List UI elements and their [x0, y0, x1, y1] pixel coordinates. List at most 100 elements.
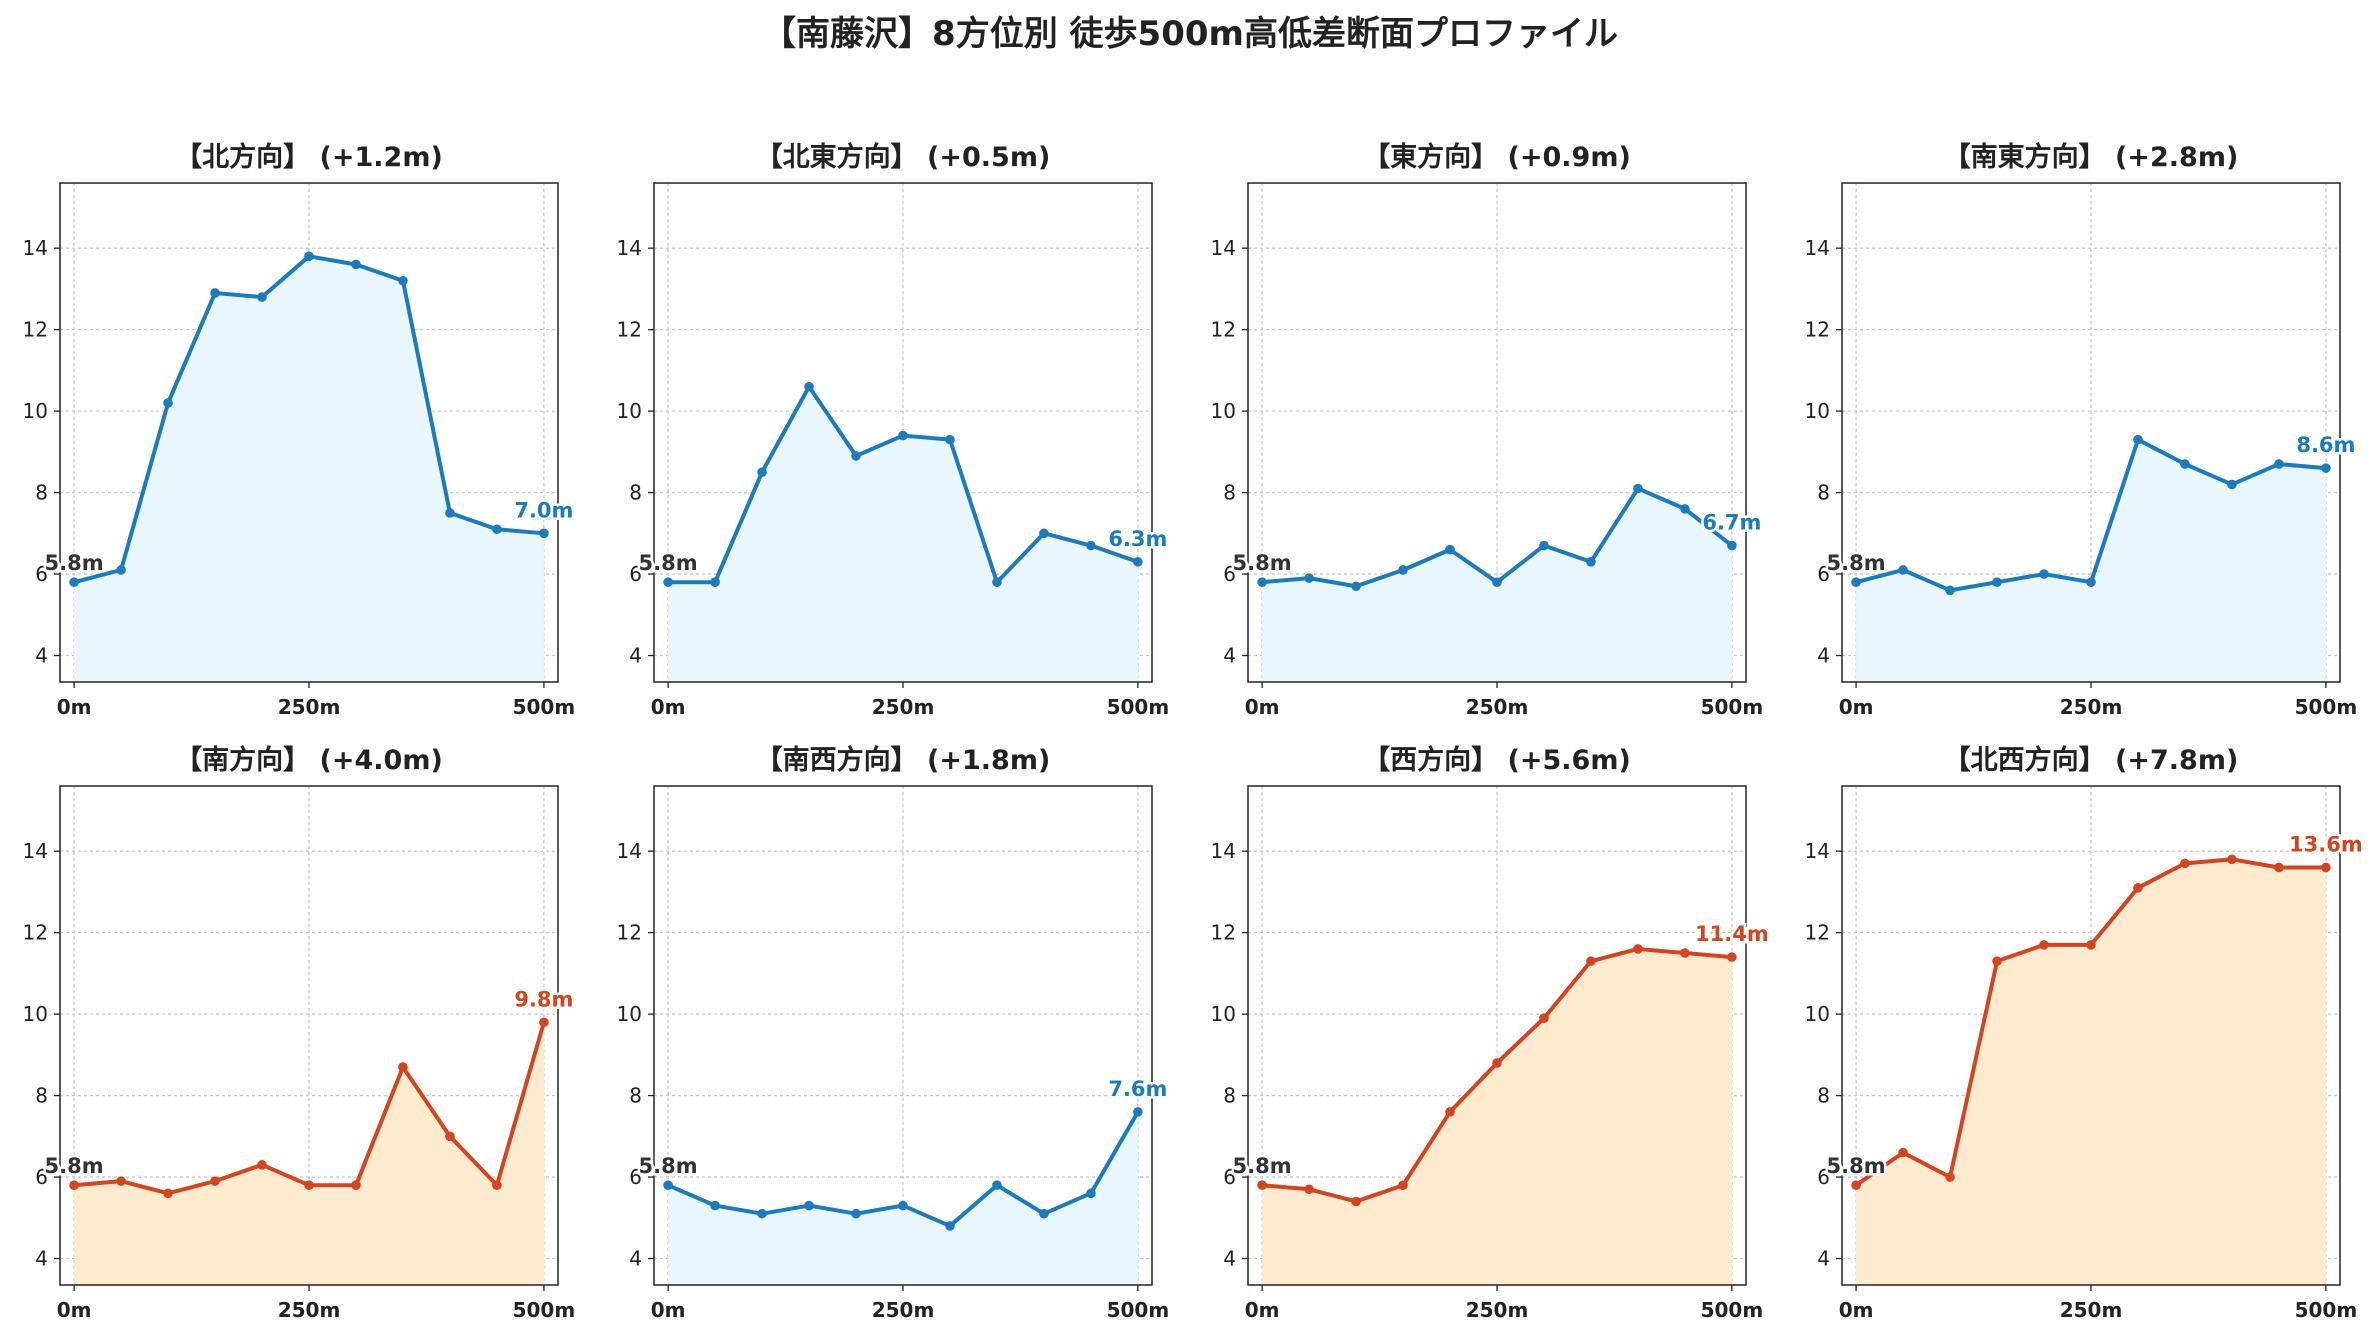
data-point — [539, 528, 549, 539]
area-fill — [1262, 948, 1732, 1285]
data-point — [1445, 1107, 1455, 1117]
x-tick-label: 250m — [872, 1298, 935, 1322]
data-point — [1257, 1180, 1267, 1190]
area-fill — [74, 1022, 544, 1285]
y-tick-label: 4 — [1223, 644, 1236, 668]
data-point — [992, 577, 1002, 587]
data-point — [1492, 577, 1502, 587]
y-tick-label: 8 — [629, 481, 642, 505]
x-tick-label: 0m — [57, 695, 92, 719]
panel-title: 【西方向】 (+5.6m) — [1363, 744, 1631, 776]
data-point — [2227, 479, 2237, 490]
area-fill — [668, 386, 1138, 682]
x-tick-label: 250m — [872, 695, 935, 719]
data-point — [210, 1176, 220, 1186]
data-point — [2039, 940, 2049, 950]
y-tick-label: 8 — [1223, 1084, 1236, 1108]
data-point — [398, 275, 408, 286]
panel-6: 【西方向】 (+5.6m) 4 6 8 10 12 14 0m 250m 500m 5.8m 11.4… — [1211, 744, 1772, 1322]
y-tick-label: 12 — [617, 318, 642, 342]
y-tick-label: 4 — [35, 1247, 48, 1271]
data-point — [757, 1208, 767, 1219]
panel-title: 【東方向】 (+0.9m) — [1363, 141, 1631, 173]
y-tick-label: 14 — [617, 236, 642, 260]
data-point — [663, 1180, 673, 1190]
area-fill — [74, 256, 544, 682]
data-point — [1992, 956, 2002, 966]
x-tick-label: 500m — [1107, 695, 1170, 719]
data-point — [1257, 577, 1267, 587]
y-tick-label: 4 — [35, 644, 48, 668]
data-point — [1727, 952, 1737, 962]
x-tick-label: 250m — [278, 1298, 341, 1322]
y-tick-label: 10 — [617, 399, 642, 423]
data-point — [116, 565, 126, 575]
data-point — [2180, 858, 2190, 869]
data-point — [804, 1200, 814, 1211]
x-tick-label: 0m — [1245, 695, 1280, 719]
y-tick-label: 8 — [1817, 481, 1830, 505]
x-tick-label: 0m — [1839, 695, 1874, 719]
data-point — [1945, 1172, 1955, 1182]
y-tick-label: 12 — [1211, 318, 1236, 342]
data-point — [304, 1180, 314, 1190]
panel-0: 【北方向】 (+1.2m) 4 6 8 10 12 14 0m 250m 500m 5.8m 7.0m — [23, 141, 576, 719]
x-tick-label: 250m — [1466, 695, 1529, 719]
x-tick-label: 250m — [2060, 1298, 2123, 1322]
x-tick-label: 0m — [57, 1298, 92, 1322]
y-tick-label: 12 — [23, 921, 48, 945]
x-tick-label: 0m — [1245, 1298, 1280, 1322]
data-point — [2321, 862, 2331, 873]
y-tick-label: 12 — [1211, 921, 1236, 945]
end-value-label: 7.0m — [514, 498, 573, 522]
data-point — [757, 467, 767, 478]
data-point — [945, 1221, 955, 1231]
data-point — [898, 1200, 908, 1211]
y-tick-label: 4 — [1817, 644, 1830, 668]
x-tick-label: 500m — [1107, 1298, 1170, 1322]
end-value-label: 13.6m — [2289, 832, 2363, 856]
data-point — [304, 251, 314, 262]
data-point — [1398, 565, 1408, 575]
data-point — [1727, 540, 1737, 551]
y-tick-label: 14 — [23, 236, 48, 260]
y-tick-label: 8 — [1817, 1084, 1830, 1108]
data-point — [2180, 459, 2190, 469]
data-point — [1633, 483, 1643, 494]
data-point — [1133, 1107, 1143, 1117]
x-tick-label: 0m — [651, 1298, 686, 1322]
data-point — [992, 1180, 1002, 1190]
data-point — [1351, 1196, 1361, 1207]
data-point — [2039, 569, 2049, 579]
start-value-label: 5.8m — [1827, 1154, 1886, 1178]
data-point — [351, 1180, 361, 1190]
data-point — [1539, 1013, 1549, 1023]
data-point — [663, 577, 673, 587]
data-point — [1680, 504, 1690, 514]
data-point — [2086, 940, 2096, 950]
x-tick-label: 500m — [2295, 1298, 2358, 1322]
y-tick-label: 8 — [1223, 481, 1236, 505]
y-tick-label: 10 — [23, 399, 48, 423]
data-point — [851, 451, 861, 461]
area-fill — [668, 1111, 1138, 1285]
panel-title: 【北西方向】 (+7.8m) — [1944, 744, 2239, 776]
panel-1: 【北東方向】 (+0.5m) 4 6 8 10 12 14 0m 250m 500m 5.8m 6.3… — [617, 141, 1170, 719]
data-point — [69, 577, 79, 587]
panel-title: 【北方向】 (+1.2m) — [175, 141, 443, 173]
area-fill — [1856, 439, 2326, 682]
panel-title: 【南西方向】 (+1.8m) — [756, 744, 1051, 776]
data-point — [1133, 557, 1143, 567]
start-value-label: 5.8m — [639, 551, 698, 575]
panel-title: 【北東方向】 (+0.5m) — [756, 141, 1051, 173]
data-point — [710, 1200, 720, 1211]
y-tick-label: 6 — [1817, 562, 1830, 586]
end-value-label: 6.3m — [1108, 527, 1167, 551]
y-tick-label: 6 — [1223, 1165, 1236, 1189]
data-point — [1398, 1180, 1408, 1190]
panel-5: 【南西方向】 (+1.8m) 4 6 8 10 12 14 0m 250m 500m 5.8m 7.6… — [617, 744, 1170, 1322]
y-tick-label: 10 — [1805, 399, 1830, 423]
y-tick-label: 14 — [1805, 236, 1830, 260]
data-point — [710, 577, 720, 587]
panel-7: 【北西方向】 (+7.8m) 4 6 8 10 12 14 0m 250m 500m 5.8m 13.… — [1805, 744, 2366, 1322]
